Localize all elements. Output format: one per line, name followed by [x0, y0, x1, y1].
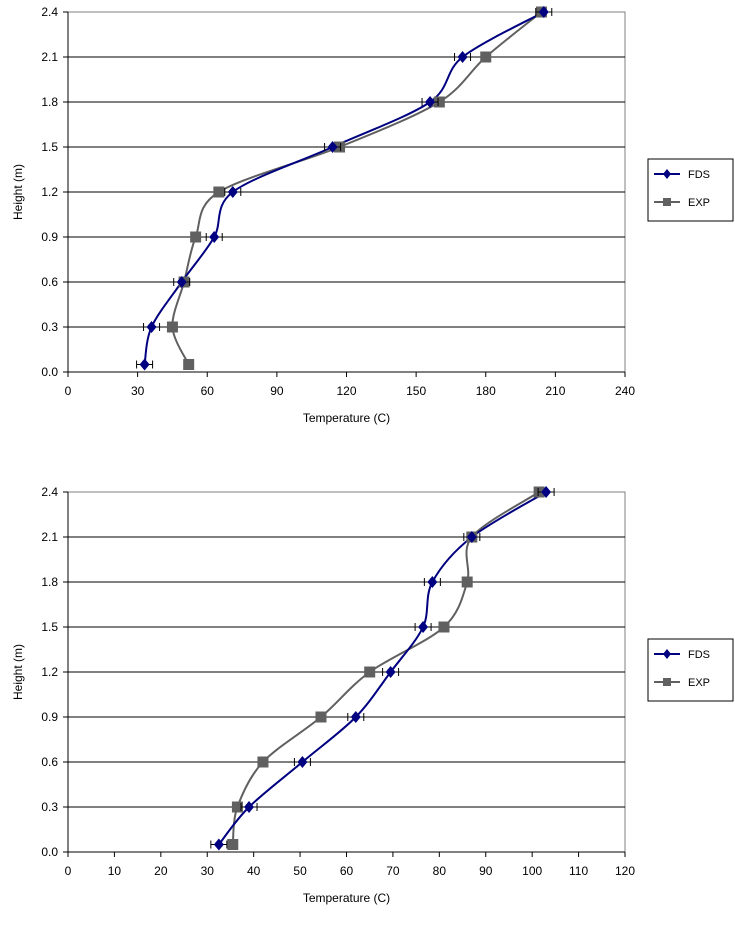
chart-top-svg: 0.0 0.3 0.6 0.9 1.2 1.5 1.8 2.1 2.4 0 30 60 90 120 150… [11, 5, 734, 425]
data-point-exp [227, 839, 239, 850]
x-tick-label: 100 [522, 864, 542, 878]
x-tick-label: 120 [336, 384, 356, 398]
x-tick-label: 80 [433, 864, 447, 878]
data-point-fds [418, 621, 429, 633]
x-axis-title: Temperature (C) [303, 891, 390, 905]
legend-marker-fds [663, 169, 671, 179]
legend-marker-exp [663, 678, 671, 686]
x-tick-label: 210 [545, 384, 565, 398]
data-point-fds [209, 231, 220, 243]
y-tick-label: 0.6 [41, 755, 58, 769]
data-point-exp [461, 576, 473, 588]
data-point-fds [350, 711, 361, 723]
y-tick-label: 1.2 [41, 665, 58, 679]
data-point-fds [213, 838, 224, 851]
data-point-fds [538, 6, 549, 18]
data-point-fds [425, 96, 436, 108]
x-axis-title: Temperature (C) [303, 411, 390, 425]
x-tick-label: 240 [615, 384, 635, 398]
x-tick-label: 30 [201, 864, 215, 878]
x-tick-label: 90 [479, 864, 493, 878]
data-point-fds [541, 486, 552, 498]
data-point-fds [139, 358, 150, 371]
legend-label-exp: EXP [688, 677, 710, 689]
data-point-exp [231, 801, 243, 813]
y-tick-label: 0.0 [41, 845, 58, 859]
data-point-exp [315, 711, 327, 723]
data-point-exp [257, 756, 269, 768]
legend-marker-fds [663, 649, 671, 659]
y-tick-label: 0.9 [41, 710, 58, 724]
data-point-fds [327, 141, 338, 153]
data-point-fds [297, 756, 308, 768]
legend-box [647, 158, 734, 222]
y-tick-label: 0.3 [41, 800, 58, 814]
y-tick-label: 1.8 [41, 95, 58, 109]
x-tick-label: 110 [569, 864, 588, 878]
legend-label-fds: FDS [688, 169, 710, 181]
data-point-fds [385, 666, 396, 678]
y-tick-label: 2.4 [41, 5, 58, 19]
data-point-exp [364, 666, 376, 678]
chart-top: 0.0 0.3 0.6 0.9 1.2 1.5 1.8 2.1 2.4 0 30 60 90 120 150… [0, 0, 735, 440]
x-tick-label: 0 [65, 384, 72, 398]
data-point-fds [466, 531, 477, 543]
x-tick-label: 120 [615, 864, 635, 878]
data-point-exp [480, 51, 492, 63]
x-tick-label: 0 [65, 864, 72, 878]
data-point-fds [227, 186, 238, 198]
data-point-exp [183, 359, 195, 370]
x-tick-label: 60 [201, 384, 215, 398]
x-tick-label: 150 [406, 384, 426, 398]
y-axis-title: Height (m) [11, 164, 25, 220]
x-tick-label: 20 [154, 864, 168, 878]
x-tick-label: 90 [270, 384, 284, 398]
x-tick-label: 40 [247, 864, 261, 878]
data-point-fds [457, 51, 468, 63]
x-tick-label: 180 [476, 384, 496, 398]
y-tick-label: 1.5 [41, 620, 58, 634]
x-tick-label: 60 [340, 864, 354, 878]
series-line-exp [171, 11, 543, 365]
y-tick-label: 2.4 [41, 485, 58, 499]
y-tick-label: 1.2 [41, 185, 58, 199]
x-tick-label: 50 [293, 864, 307, 878]
data-point-fds [146, 321, 157, 333]
data-point-exp [213, 186, 225, 198]
x-tick-label: 30 [131, 384, 145, 398]
y-axis-title: Height (m) [11, 644, 25, 700]
data-point-exp [438, 621, 450, 633]
legend-label-fds: FDS [688, 649, 710, 661]
y-tick-label: 1.5 [41, 140, 58, 154]
x-tick-label: 70 [386, 864, 400, 878]
legend-label-exp: EXP [688, 197, 710, 209]
legend-marker-exp [663, 198, 671, 206]
y-tick-label: 2.1 [41, 50, 58, 64]
data-point-exp [190, 231, 202, 243]
y-tick-label: 0.6 [41, 275, 58, 289]
legend-box [647, 638, 734, 702]
y-tick-label: 2.1 [41, 530, 58, 544]
data-point-fds [176, 276, 187, 288]
data-point-fds [427, 576, 438, 588]
chart-bottom-svg: 0.0 0.3 0.6 0.9 1.2 1.5 1.8 2.1 2.4 0 10 20 30 40 50 60… [11, 485, 734, 905]
series-line-fds [143, 11, 545, 365]
y-tick-label: 0.0 [41, 365, 58, 379]
data-point-fds [244, 801, 255, 813]
y-tick-label: 0.3 [41, 320, 58, 334]
y-tick-label: 1.8 [41, 575, 58, 589]
chart-bottom: 0.0 0.3 0.6 0.9 1.2 1.5 1.8 2.1 2.4 0 10 20 30 40 50 60… [0, 480, 735, 920]
y-tick-label: 0.9 [41, 230, 58, 244]
data-point-exp [433, 96, 445, 108]
x-tick-label: 10 [108, 864, 122, 878]
data-point-exp [166, 321, 178, 333]
